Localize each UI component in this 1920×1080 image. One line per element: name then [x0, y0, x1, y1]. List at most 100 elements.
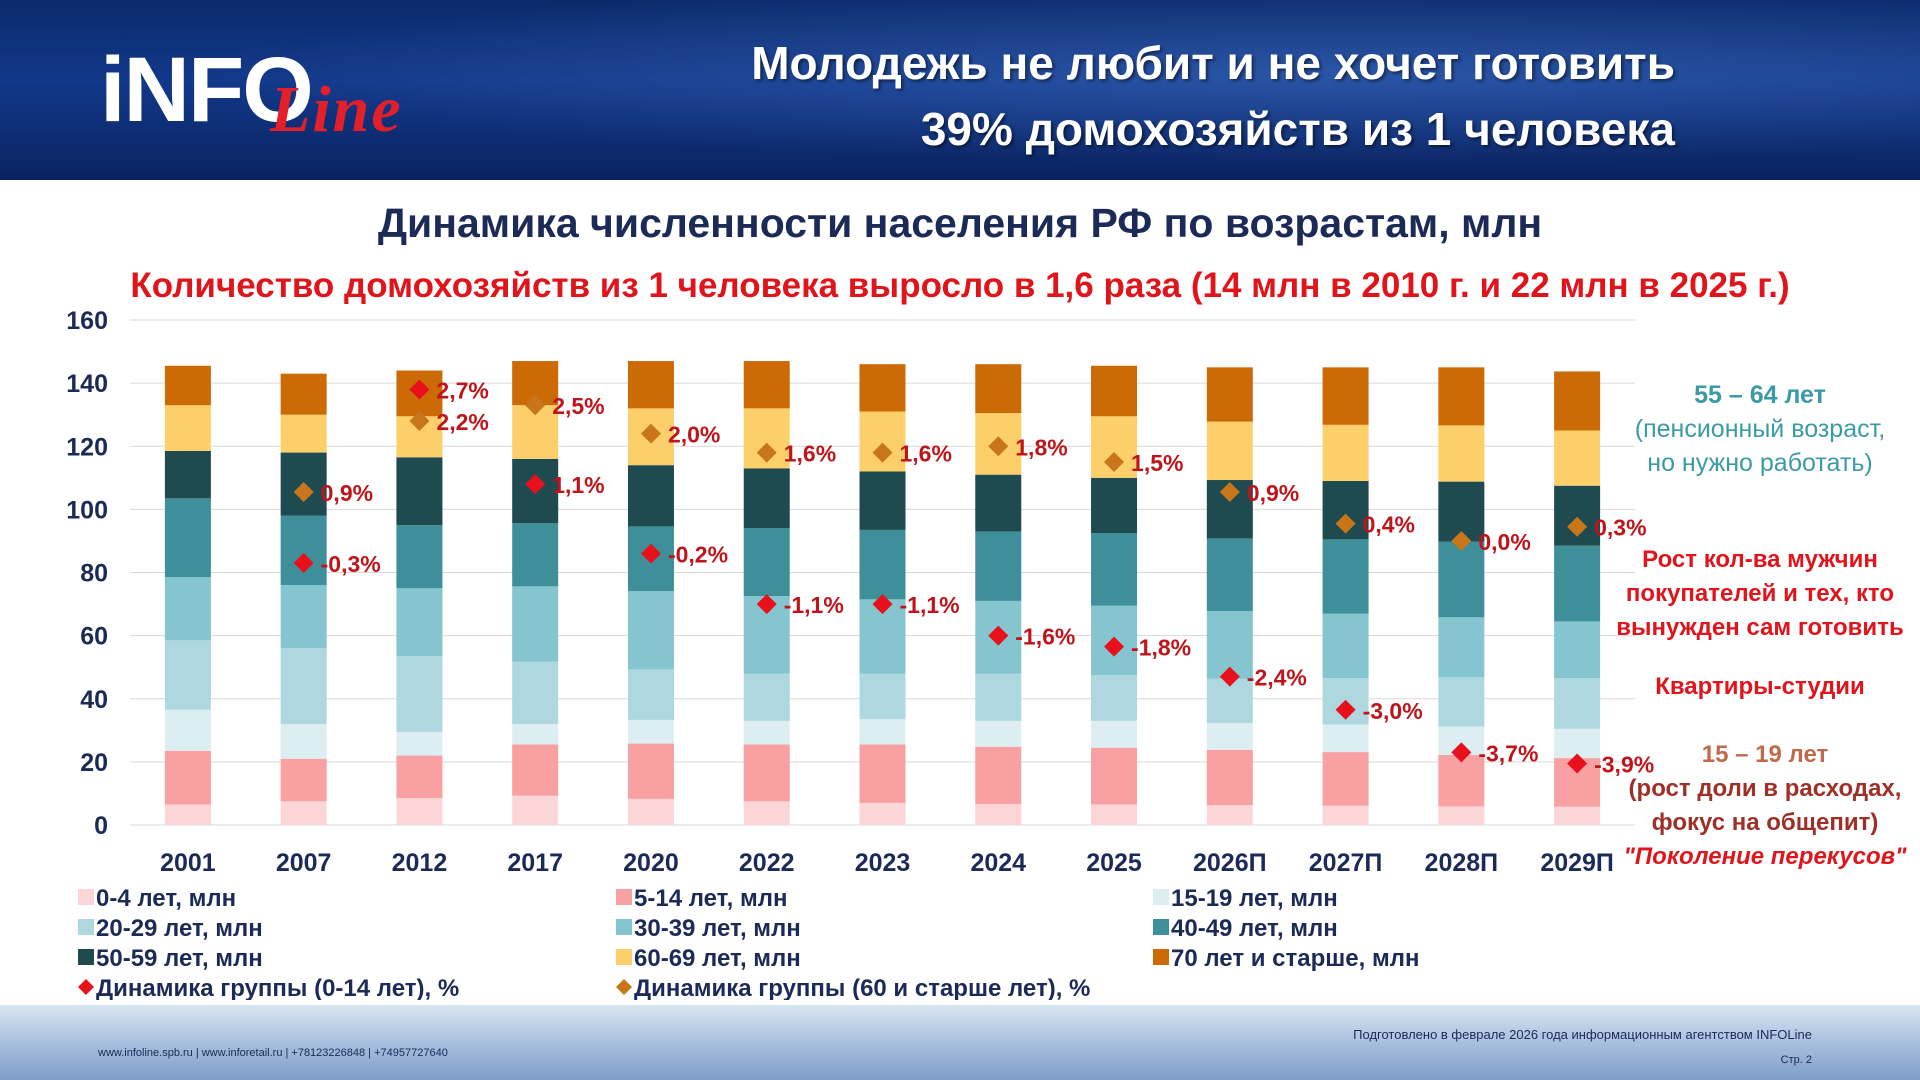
marker-young-diamond [872, 594, 893, 615]
bar-segment-age-20-29 [512, 661, 559, 724]
footer-page-number: Стр. 2 [1780, 1054, 1812, 1066]
marker-old-label: 1,5% [1131, 450, 1183, 476]
marker-young-label: -1,8% [1131, 635, 1191, 661]
legend-swatch [78, 889, 94, 905]
legend-marker [78, 979, 94, 995]
marker-old-diamond [1451, 530, 1472, 551]
footer-band [0, 1005, 1920, 1080]
x-tick-label: 2020 [623, 849, 679, 877]
legend-swatch [1153, 919, 1169, 935]
bar-segment-age-60-69 [1554, 430, 1601, 486]
annotation-55-64-line2: (пенсионный возраст, [1634, 415, 1886, 443]
bar-segment-age-40-49 [1554, 545, 1601, 622]
legend-label: 5-14 лет, млн [634, 885, 787, 912]
bar-segment-age-0-4 [975, 804, 1022, 825]
x-tick-label: 2028П [1425, 849, 1499, 877]
marker-young-label: -3,9% [1594, 751, 1654, 777]
bar-segment-age-30-39 [1322, 613, 1369, 679]
marker-old-diamond [988, 436, 1009, 457]
population-chart: -0,3% 2,7% 1,1% -0,2% -1,1% -1,1% -1,6% -1,8% -2… [66, 307, 1654, 1000]
marker-old-diamond [1219, 482, 1240, 503]
annotation-men-buyers: Рост кол-ва мужчин покупателей и тех, кт… [1600, 543, 1920, 645]
x-tick-label: 2012 [392, 849, 448, 877]
bar-segment-age-70-plus [164, 365, 211, 406]
bar-segment-age-5-14 [743, 744, 790, 802]
legend-label: 0-4 лет, млн [96, 885, 236, 912]
bar-segment-age-70-plus [1322, 367, 1369, 425]
bar-segment-age-15-19 [1091, 720, 1138, 748]
marker-old-diamond [872, 442, 893, 463]
y-tick-label: 120 [66, 433, 108, 461]
x-tick-label: 2025 [1086, 849, 1142, 877]
bar-segment-age-15-19 [1554, 728, 1601, 759]
bar-segment-age-5-14 [1091, 747, 1138, 805]
bar-segment-age-15-19 [1206, 723, 1253, 750]
bar-segment-age-40-49 [1438, 541, 1485, 618]
legend-swatch [1153, 949, 1169, 965]
bar-segment-age-20-29 [1438, 677, 1485, 727]
marker-young-label: 1,1% [552, 472, 604, 498]
bar-segment-age-0-4 [396, 798, 443, 825]
annotation-15-19: 15 – 19 лет (рост доли в расходах, фокус… [1610, 738, 1920, 874]
marker-old-label: 0,4% [1363, 512, 1415, 538]
y-tick-label: 20 [80, 749, 108, 777]
bar-segment-age-40-49 [396, 525, 443, 589]
marker-young-label: -3,7% [1478, 740, 1538, 766]
bar-segment-age-5-14 [280, 758, 327, 802]
bar-segment-age-20-29 [975, 673, 1022, 721]
bar-segment-age-30-39 [164, 577, 211, 641]
annotation-55-64-line3: но нужно работать) [1647, 449, 1873, 477]
bar-segment-age-15-19 [512, 724, 559, 745]
header-title-line1: Молодежь не любит и не хочет готовить [751, 37, 1675, 89]
chart-subtitle: Количество домохозяйств из 1 человека вы… [130, 266, 1790, 305]
marker-young-diamond [1219, 666, 1240, 687]
bar-segment-age-0-4 [1438, 806, 1485, 825]
legend-swatch [78, 949, 94, 965]
y-tick-label: 60 [80, 623, 108, 651]
annotation-men-line1: Рост кол-ва мужчин [1642, 546, 1878, 573]
bar-segment-age-40-49 [743, 527, 790, 597]
marker-old-diamond [1567, 516, 1588, 537]
logo-main-text: iNFO [100, 39, 314, 141]
bar-segment-age-70-plus [1091, 365, 1138, 417]
marker-old-label: 1,6% [784, 441, 836, 467]
bar-segment-age-50-59 [164, 450, 211, 499]
bar-segment-age-60-69 [1438, 425, 1485, 482]
marker-young-diamond [988, 625, 1009, 646]
annotation-men-line3: вынужден сам готовить [1616, 614, 1904, 641]
legend-swatch [616, 949, 632, 965]
bar-segment-age-20-29 [396, 656, 443, 732]
x-tick-label: 2029П [1540, 849, 1614, 877]
marker-old-label: 0,9% [321, 480, 373, 506]
bar-segment-age-40-49 [1091, 533, 1138, 606]
bar-segment-age-40-49 [1206, 538, 1253, 612]
bar-segment-age-70-plus [627, 361, 674, 409]
bar-segment-age-0-4 [512, 795, 559, 825]
marker-old-label: 1,6% [900, 441, 952, 467]
marker-young-label: -1,1% [900, 592, 960, 618]
bar-segment-age-0-4 [1322, 805, 1369, 825]
bar-segment-age-5-14 [1322, 752, 1369, 806]
marker-young-diamond [293, 553, 314, 574]
bar-segment-age-50-59 [743, 468, 790, 528]
legend-label: 70 лет и старше, млн [1171, 945, 1419, 972]
bar-segment-age-60-69 [1322, 424, 1369, 481]
marker-old-label: 0,3% [1594, 515, 1646, 541]
bar-segment-age-0-4 [280, 801, 327, 825]
marker-young-diamond [1451, 742, 1472, 763]
legend-label: 40-49 лет, млн [1171, 915, 1338, 942]
marker-young-label: 2,7% [436, 377, 488, 403]
header-banner: iNFO Line Молодежь не любит и не хочет г… [0, 0, 1920, 180]
marker-old-diamond [409, 411, 430, 431]
bar-segment-age-20-29 [280, 648, 327, 724]
marker-young-diamond [756, 594, 777, 615]
bar-segment-age-15-19 [164, 709, 211, 751]
bar-segment-age-15-19 [627, 719, 674, 744]
marker-old-diamond [1335, 513, 1356, 534]
legend-label: Динамика группы (60 и старше лет), % [634, 975, 1090, 1000]
infoline-logo: iNFO Line [100, 39, 480, 145]
logo-script-text: Line [270, 73, 403, 146]
x-tick-label: 2007 [276, 849, 332, 877]
y-tick-label: 140 [66, 370, 108, 398]
bar-segment-age-50-59 [859, 471, 906, 530]
